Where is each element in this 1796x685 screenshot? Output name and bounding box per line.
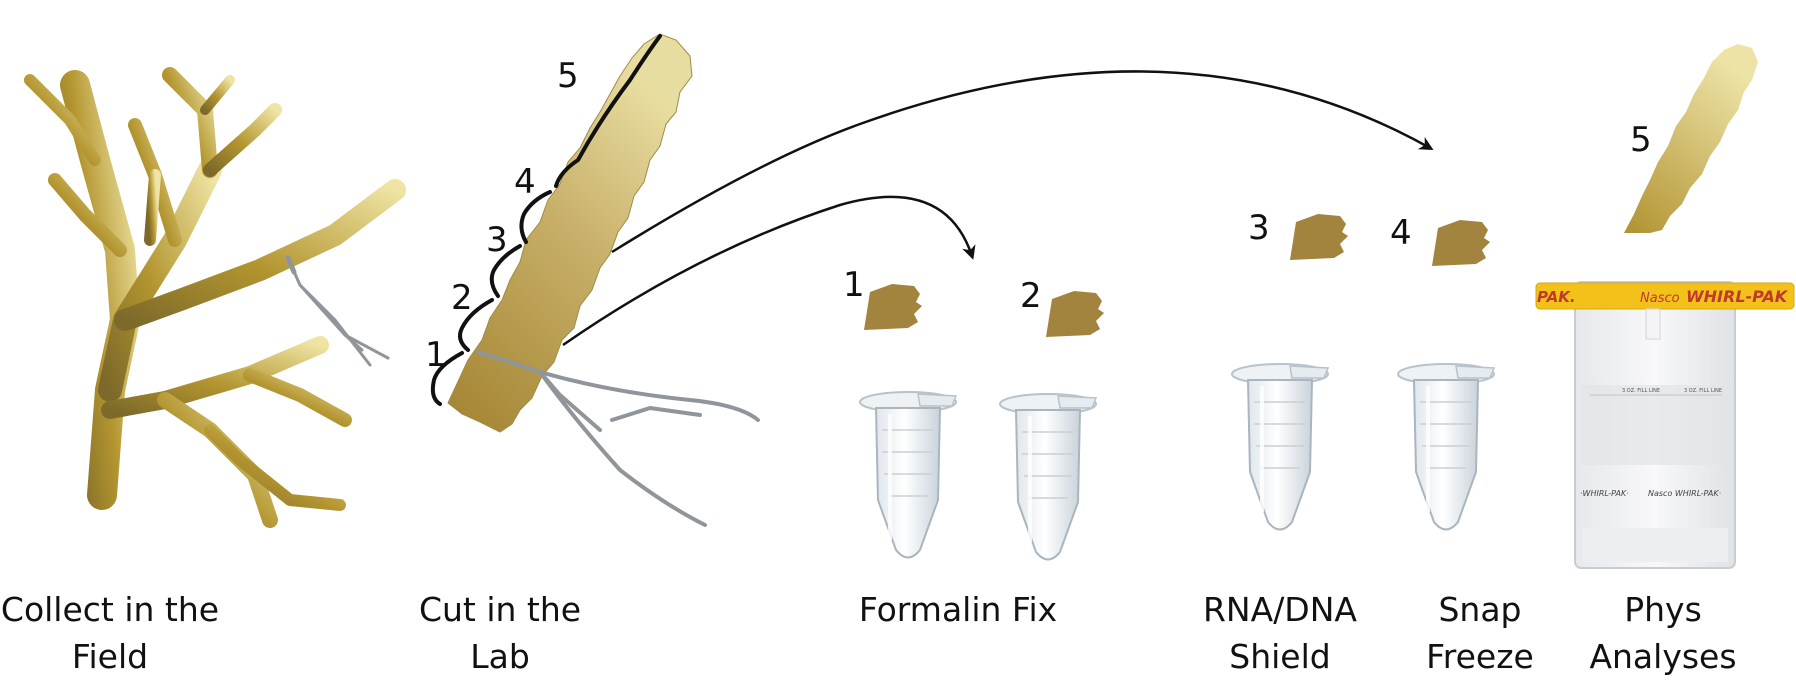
microcentrifuge-tube-icon (999, 393, 1098, 561)
bag-bottom-label-left: ·WHIRL-PAK· (1580, 489, 1629, 498)
fragment-label-3: 3 (1248, 208, 1270, 248)
bag-name: WHIRL-PAK (1686, 287, 1789, 306)
fragment-label-5: 5 (1630, 120, 1652, 160)
caption-line: Field (71, 637, 149, 676)
caption-snap: Snap Freeze (1400, 586, 1560, 680)
whirl-pak-bag-icon (1535, 281, 1795, 569)
microcentrifuge-tube-icon (1397, 363, 1496, 531)
caption-line: Shield (1229, 637, 1331, 676)
branching-coral-icon (24, 67, 406, 528)
fragment-2-icon (1046, 291, 1104, 337)
caption-line: Collect in the (0, 590, 220, 629)
fill-line-left: 3 OZ. FILL LINE (1622, 388, 1660, 394)
curved-arrow-icon (611, 70, 1434, 254)
segment-label-1: 1 (425, 335, 447, 375)
fragment-4-icon (1432, 220, 1490, 266)
curved-arrow-icon (562, 195, 976, 347)
fragment-label-1: 1 (843, 265, 865, 305)
caption-cut: Cut in the Lab (410, 586, 590, 680)
caption-line: Cut in the (418, 590, 582, 629)
coral-stick-icon (447, 33, 693, 433)
segment-label-5: 5 (557, 56, 579, 96)
fragment-5-icon (1624, 44, 1758, 233)
caption-line: Snap (1438, 590, 1522, 629)
bag-label-text: PAK. Nasco WHIRL-PAK 3 OZ. FILL LINE 3 O… (1537, 287, 1789, 498)
bone-cutter-icon (285, 255, 390, 367)
fragment-label-2: 2 (1020, 276, 1042, 316)
fragment-3-icon (1290, 214, 1348, 260)
caption-rnadna: RNA/DNA Shield (1190, 586, 1370, 680)
caption-phys: Phys Analyses (1580, 586, 1746, 680)
caption-line: Analyses (1589, 637, 1737, 676)
fragment-label-4: 4 (1390, 213, 1412, 253)
fragment-1-icon (864, 284, 922, 330)
microcentrifuge-tube-icon (859, 391, 958, 559)
caption-line: RNA/DNA (1203, 590, 1357, 629)
bag-bottom-label-right: Nasco WHIRL-PAK· (1648, 489, 1721, 498)
segment-braces (430, 34, 662, 406)
fill-line-right: 3 OZ. FILL LINE (1684, 388, 1722, 394)
caption-line: Formalin Fix (858, 590, 1058, 629)
caption-collect: Collect in the Field (0, 586, 220, 680)
bag-brand: Nasco (1640, 291, 1680, 306)
microcentrifuge-tube-icon (1231, 363, 1330, 531)
segment-label-2: 2 (451, 278, 473, 318)
caption-formalin: Formalin Fix (848, 586, 1068, 633)
caption-line: Phys (1624, 590, 1702, 629)
caption-line: Freeze (1426, 637, 1534, 676)
bone-cutter-icon (476, 350, 760, 527)
segment-label-4: 4 (514, 162, 536, 202)
caption-line: Lab (470, 637, 530, 676)
svg-text:PAK.: PAK. (1537, 288, 1576, 306)
segment-label-3: 3 (486, 220, 508, 260)
